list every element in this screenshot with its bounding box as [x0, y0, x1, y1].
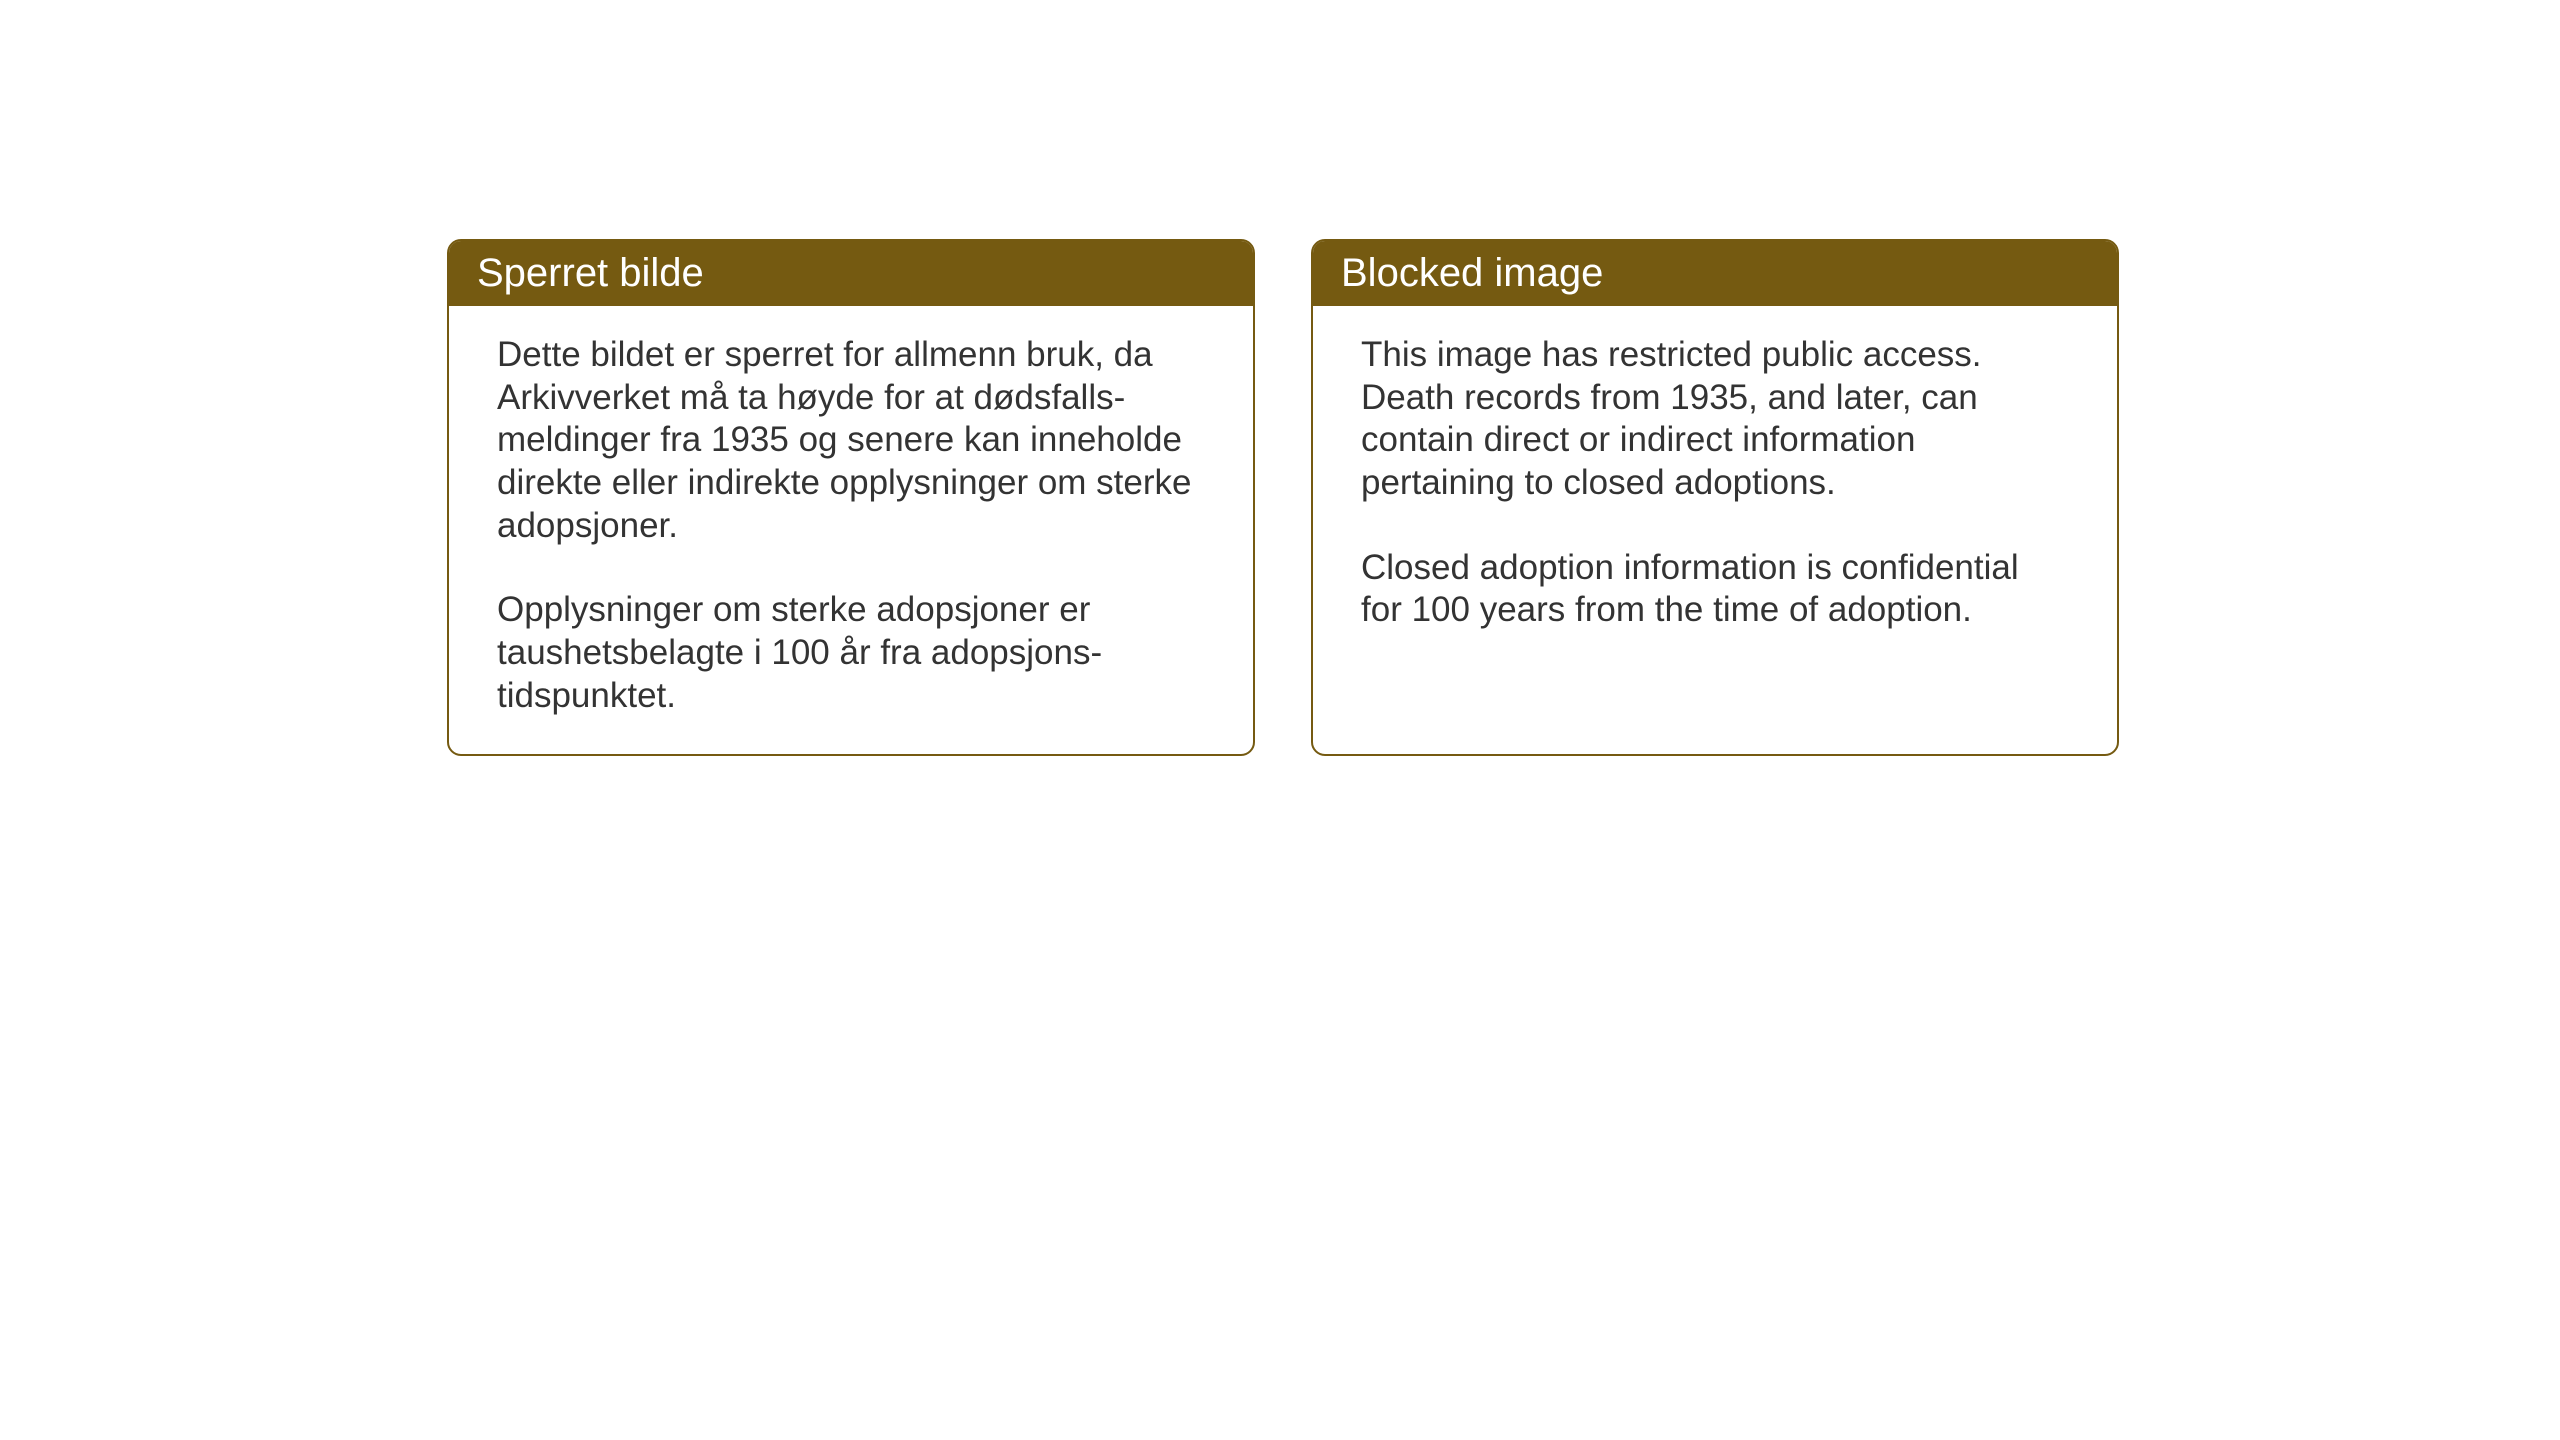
- card-body-norwegian: Dette bildet er sperret for allmenn bruk…: [449, 306, 1253, 754]
- header-text: Blocked image: [1341, 251, 1603, 295]
- paragraph-text: Closed adoption information is confident…: [1361, 547, 2069, 632]
- card-header-english: Blocked image: [1313, 241, 2117, 306]
- card-header-norwegian: Sperret bilde: [449, 241, 1253, 306]
- paragraph-text: Dette bildet er sperret for allmenn bruk…: [497, 334, 1205, 547]
- header-text: Sperret bilde: [477, 251, 704, 295]
- notice-card-english: Blocked image This image has restricted …: [1311, 239, 2119, 756]
- card-body-english: This image has restricted public access.…: [1313, 306, 2117, 668]
- notice-container: Sperret bilde Dette bildet er sperret fo…: [447, 239, 2119, 756]
- paragraph-text: Opplysninger om sterke adopsjoner er tau…: [497, 589, 1205, 717]
- paragraph-text: This image has restricted public access.…: [1361, 334, 2069, 505]
- notice-card-norwegian: Sperret bilde Dette bildet er sperret fo…: [447, 239, 1255, 756]
